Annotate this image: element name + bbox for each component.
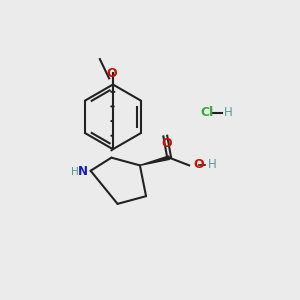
Polygon shape — [140, 156, 170, 165]
Text: O: O — [193, 158, 204, 171]
Text: O: O — [161, 137, 172, 150]
Text: N: N — [78, 165, 88, 178]
Text: Cl: Cl — [200, 106, 213, 119]
Text: H: H — [208, 158, 216, 171]
Text: H: H — [70, 167, 78, 176]
Text: H: H — [224, 106, 233, 119]
Text: O: O — [106, 67, 117, 80]
